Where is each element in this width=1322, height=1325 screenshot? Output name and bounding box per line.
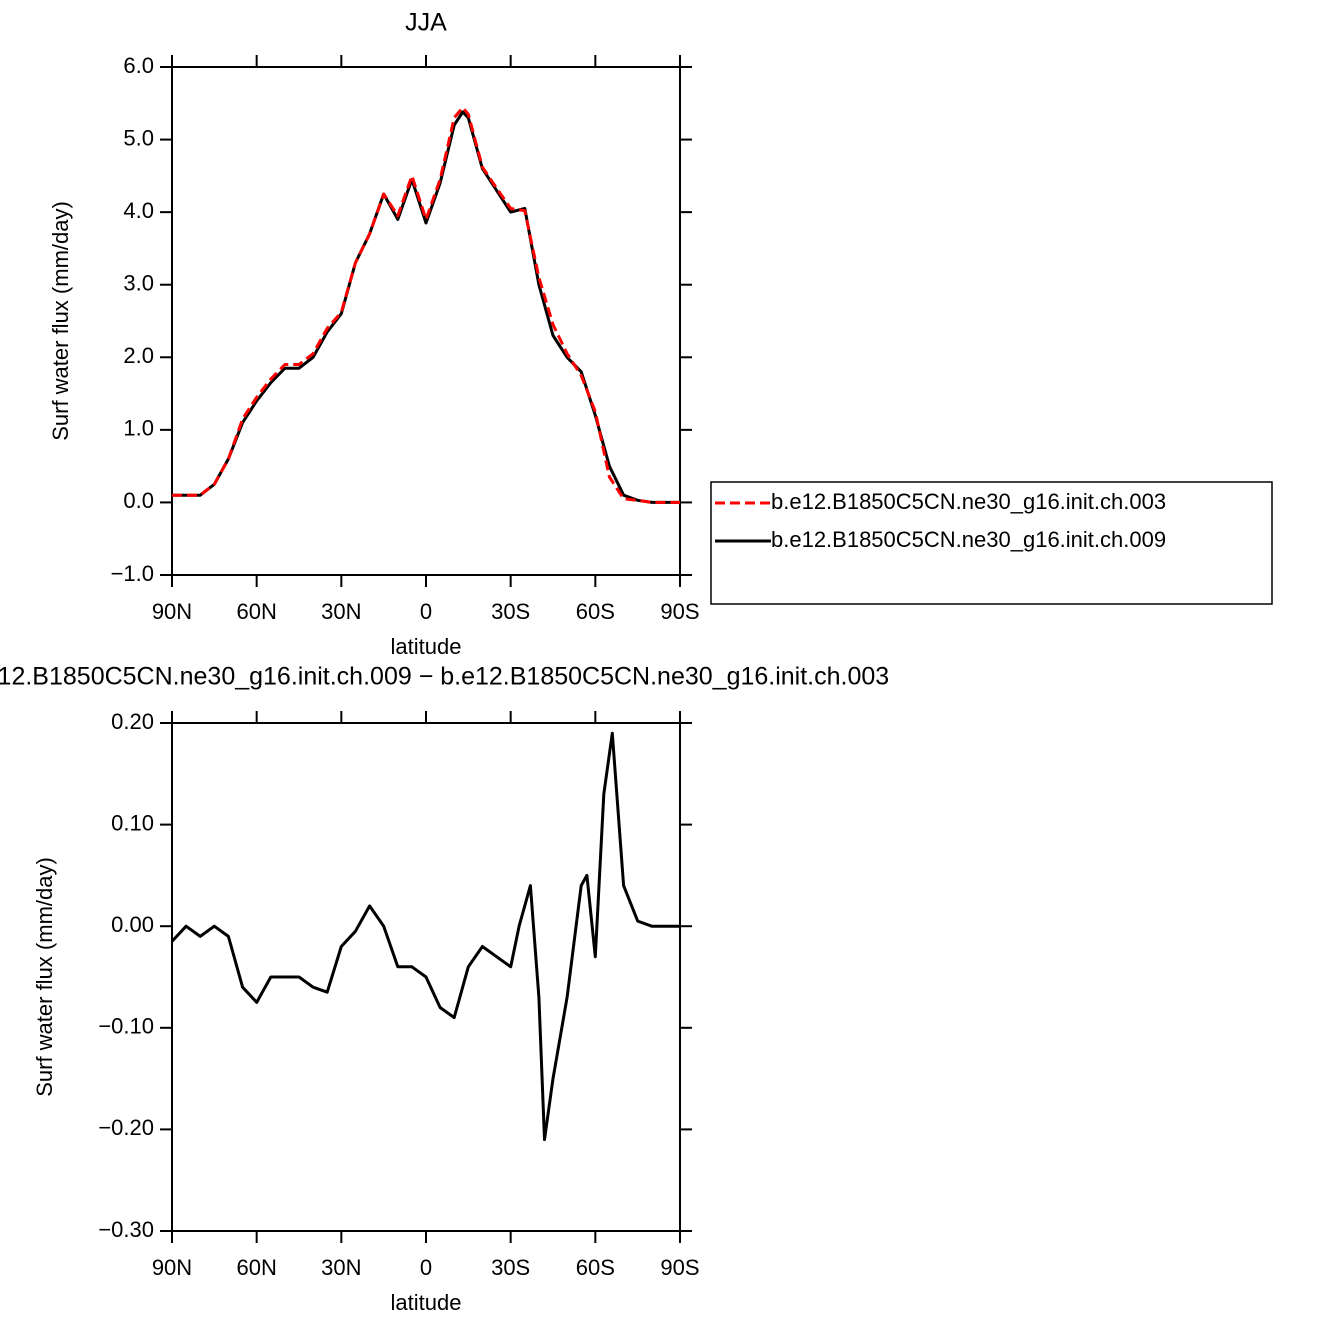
y-tick-label: 0.0 — [123, 488, 154, 513]
x-tick-label: 30N — [321, 1255, 361, 1280]
legend-label: b.e12.B1850C5CN.ne30_g16.init.ch.003 — [771, 489, 1166, 514]
x-tick-label: 90N — [152, 1255, 192, 1280]
y-tick-label: 1.0 — [123, 416, 154, 441]
chart-title: b.e12.B1850C5CN.ne30_g16.init.ch.009 − b… — [0, 663, 889, 691]
y-tick-label: −0.30 — [98, 1217, 154, 1242]
x-tick-label: 30N — [321, 599, 361, 624]
y-tick-label: 2.0 — [123, 343, 154, 368]
y-tick-label: −0.10 — [98, 1014, 154, 1039]
legend-label: b.e12.B1850C5CN.ne30_g16.init.ch.009 — [771, 527, 1166, 552]
x-tick-label: 0 — [420, 1255, 432, 1280]
y-tick-label: 0.10 — [111, 810, 154, 835]
y-axis-label: Surf water flux (mm/day) — [32, 857, 57, 1097]
x-axis-label: latitude — [391, 1290, 462, 1315]
x-tick-label: 60S — [576, 1255, 615, 1280]
x-tick-label: 30S — [491, 599, 530, 624]
y-tick-label: 4.0 — [123, 198, 154, 223]
x-tick-label: 60S — [576, 599, 615, 624]
data-line — [172, 110, 680, 504]
x-tick-label: 90S — [660, 599, 699, 624]
x-tick-label: 90N — [152, 599, 192, 624]
y-tick-label: −1.0 — [111, 561, 154, 586]
plot-frame — [171, 722, 681, 1232]
y-tick-label: 3.0 — [123, 271, 154, 296]
y-tick-label: −0.20 — [98, 1115, 154, 1140]
x-tick-label: 0 — [420, 599, 432, 624]
y-tick-label: 6.0 — [123, 53, 154, 78]
x-tick-label: 90S — [660, 1255, 699, 1280]
data-line — [170, 731, 680, 1142]
y-axis-label: Surf water flux (mm/day) — [48, 201, 73, 441]
x-axis-label: latitude — [391, 634, 462, 659]
y-tick-label: 0.00 — [111, 912, 154, 937]
chart-title: JJA — [405, 9, 447, 37]
data-line — [172, 106, 680, 504]
x-tick-label: 30S — [491, 1255, 530, 1280]
y-tick-label: 0.20 — [111, 709, 154, 734]
plot-frame — [171, 66, 681, 576]
x-tick-label: 60N — [236, 599, 276, 624]
x-tick-label: 60N — [236, 1255, 276, 1280]
legend-box — [710, 481, 1273, 605]
y-tick-label: 5.0 — [123, 125, 154, 150]
